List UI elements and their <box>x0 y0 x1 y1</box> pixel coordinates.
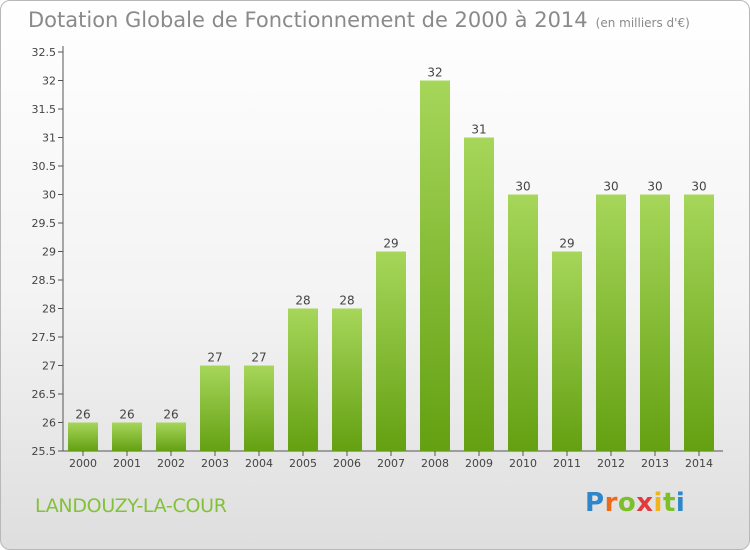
y-tick-label: 32.5 <box>32 46 57 59</box>
x-tick-label: 2009 <box>465 457 493 470</box>
bar-value-label: 27 <box>207 351 222 365</box>
bar <box>332 308 362 451</box>
bar-value-label: 30 <box>647 180 662 194</box>
bar <box>552 251 582 451</box>
bar <box>200 365 230 451</box>
bar-value-label: 30 <box>603 180 618 194</box>
bar-value-label: 29 <box>559 237 574 251</box>
y-tick-label: 27 <box>42 360 56 373</box>
bar <box>376 251 406 451</box>
bar-value-label: 26 <box>75 408 90 422</box>
bar-value-label: 31 <box>471 123 486 137</box>
units-label: (en milliers d'€) <box>595 16 690 30</box>
bar-value-label: 30 <box>691 180 706 194</box>
y-tick-label: 32 <box>42 75 56 88</box>
x-tick-label: 2012 <box>597 457 625 470</box>
logo-letter: o <box>617 488 637 518</box>
y-tick-label: 28 <box>42 303 56 316</box>
bar <box>112 422 142 451</box>
x-tick-label: 2007 <box>377 457 405 470</box>
x-tick-label: 2008 <box>421 457 449 470</box>
y-tick-label: 26 <box>42 417 56 430</box>
bar-value-label: 27 <box>251 351 266 365</box>
x-tick-label: 2010 <box>509 457 537 470</box>
logo-letter: t <box>662 488 676 518</box>
x-tick-label: 2005 <box>289 457 317 470</box>
y-tick-label: 30.5 <box>32 160 57 173</box>
y-tick-label: 31 <box>42 132 56 145</box>
bar <box>244 365 274 451</box>
y-tick-label: 25.5 <box>32 445 57 458</box>
y-tick-label: 28.5 <box>32 274 57 287</box>
x-tick-label: 2001 <box>113 457 141 470</box>
x-tick-label: 2014 <box>685 457 713 470</box>
y-tick-label: 26.5 <box>32 388 57 401</box>
x-tick-label: 2006 <box>333 457 361 470</box>
chart-title: Dotation Globale de Fonctionnement de 20… <box>28 8 690 32</box>
logo-letter: i <box>675 488 686 518</box>
bar <box>596 194 626 451</box>
bar <box>464 137 494 451</box>
bar-value-label: 26 <box>119 408 134 422</box>
bar-value-label: 28 <box>295 294 310 308</box>
title-text: Dotation Globale de Fonctionnement de 20… <box>28 8 588 32</box>
bar <box>420 80 450 451</box>
bar-value-label: 32 <box>427 66 442 80</box>
bar <box>684 194 714 451</box>
bar-value-label: 26 <box>163 408 178 422</box>
logo-letter: P <box>585 488 605 518</box>
bar <box>508 194 538 451</box>
y-tick-label: 29 <box>42 246 56 259</box>
x-tick-label: 2013 <box>641 457 669 470</box>
proxiti-logo: Proxiti <box>585 488 685 518</box>
y-tick-label: 29.5 <box>32 217 57 230</box>
bar <box>68 422 98 451</box>
logo-letter: i <box>653 488 663 518</box>
logo-letter: x <box>636 488 654 518</box>
bar <box>288 308 318 451</box>
x-tick-label: 2004 <box>245 457 273 470</box>
x-tick-label: 2000 <box>69 457 97 470</box>
bar <box>640 194 670 451</box>
x-tick-label: 2002 <box>157 457 185 470</box>
y-tick-label: 31.5 <box>32 103 57 116</box>
commune-name: LANDOUZY-LA-COUR <box>35 495 227 517</box>
bar-value-label: 30 <box>515 180 530 194</box>
x-tick-label: 2011 <box>553 457 581 470</box>
y-tick-label: 30 <box>42 189 56 202</box>
bar-value-label: 28 <box>339 294 354 308</box>
bar-value-label: 29 <box>383 237 398 251</box>
y-tick-label: 27.5 <box>32 331 57 344</box>
logo-letter: r <box>604 488 618 518</box>
x-tick-label: 2003 <box>201 457 229 470</box>
bar <box>156 422 186 451</box>
